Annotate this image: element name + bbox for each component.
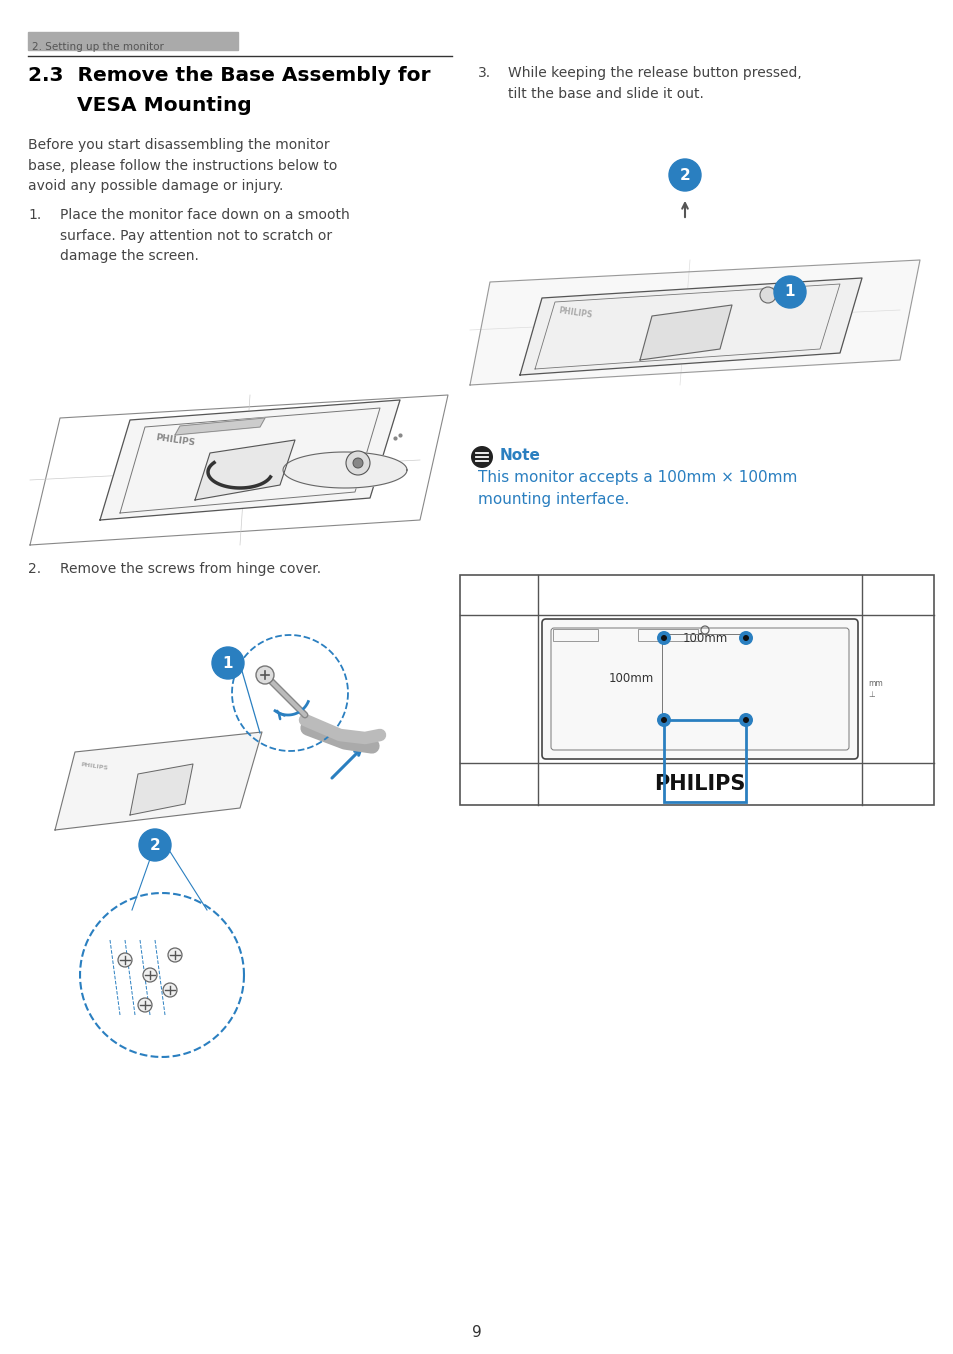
Circle shape [118,953,132,967]
Polygon shape [283,452,407,487]
Circle shape [139,829,171,861]
Circle shape [660,718,666,723]
Circle shape [138,998,152,1011]
Circle shape [668,158,700,191]
Text: PHILIPS: PHILIPS [80,762,109,770]
Text: 2. Setting up the monitor: 2. Setting up the monitor [32,42,164,51]
Text: 2: 2 [679,168,690,183]
Text: This monitor accepts a 100mm × 100mm
mounting interface.: This monitor accepts a 100mm × 100mm mou… [477,470,797,506]
Polygon shape [55,733,262,830]
Text: PHILIPS: PHILIPS [558,306,593,320]
Circle shape [739,714,752,727]
Text: Before you start disassembling the monitor
base, please follow the instructions : Before you start disassembling the monit… [28,138,337,194]
FancyBboxPatch shape [541,619,857,760]
Circle shape [346,451,370,475]
Bar [28,32,237,50]
Circle shape [353,458,363,468]
Text: Place the monitor face down on a smooth
surface. Pay attention not to scratch or: Place the monitor face down on a smooth … [60,209,350,263]
Text: 3.: 3. [477,66,491,80]
Circle shape [163,983,177,997]
Polygon shape [100,399,399,520]
Polygon shape [519,278,862,375]
Text: 100mm: 100mm [681,632,727,645]
Text: 1: 1 [222,655,233,670]
Text: 1: 1 [784,284,795,299]
Text: VESA Mounting: VESA Mounting [28,96,252,115]
Circle shape [657,714,670,727]
Text: While keeping the release button pressed,
tilt the base and slide it out.: While keeping the release button pressed… [507,66,801,100]
Text: 9: 9 [472,1326,481,1340]
Circle shape [760,287,775,303]
Text: 2.: 2. [28,562,41,575]
Circle shape [739,631,752,645]
Circle shape [742,718,748,723]
Circle shape [168,948,182,961]
Circle shape [212,647,244,678]
Polygon shape [639,305,731,360]
Text: Remove the screws from hinge cover.: Remove the screws from hinge cover. [60,562,321,575]
Bar [638,630,698,640]
Circle shape [742,635,748,640]
Circle shape [255,666,274,684]
Circle shape [657,631,670,645]
Polygon shape [470,260,919,385]
Polygon shape [194,440,294,500]
Text: PHILIPS: PHILIPS [654,774,745,793]
Bar [663,720,745,802]
Polygon shape [174,418,265,435]
Text: Note: Note [499,448,540,463]
Circle shape [143,968,157,982]
Polygon shape [130,764,193,815]
Text: 1.: 1. [28,209,41,222]
Text: PHILIPS: PHILIPS [154,433,195,447]
Circle shape [660,635,666,640]
Circle shape [773,276,805,307]
Bar [553,630,598,640]
Text: 2: 2 [150,838,160,853]
Text: 2.3  Remove the Base Assembly for: 2.3 Remove the Base Assembly for [28,66,430,85]
Text: 100mm: 100mm [608,673,654,685]
Circle shape [471,445,493,468]
Bar [459,575,933,806]
Text: mm
⊥: mm ⊥ [867,680,882,699]
